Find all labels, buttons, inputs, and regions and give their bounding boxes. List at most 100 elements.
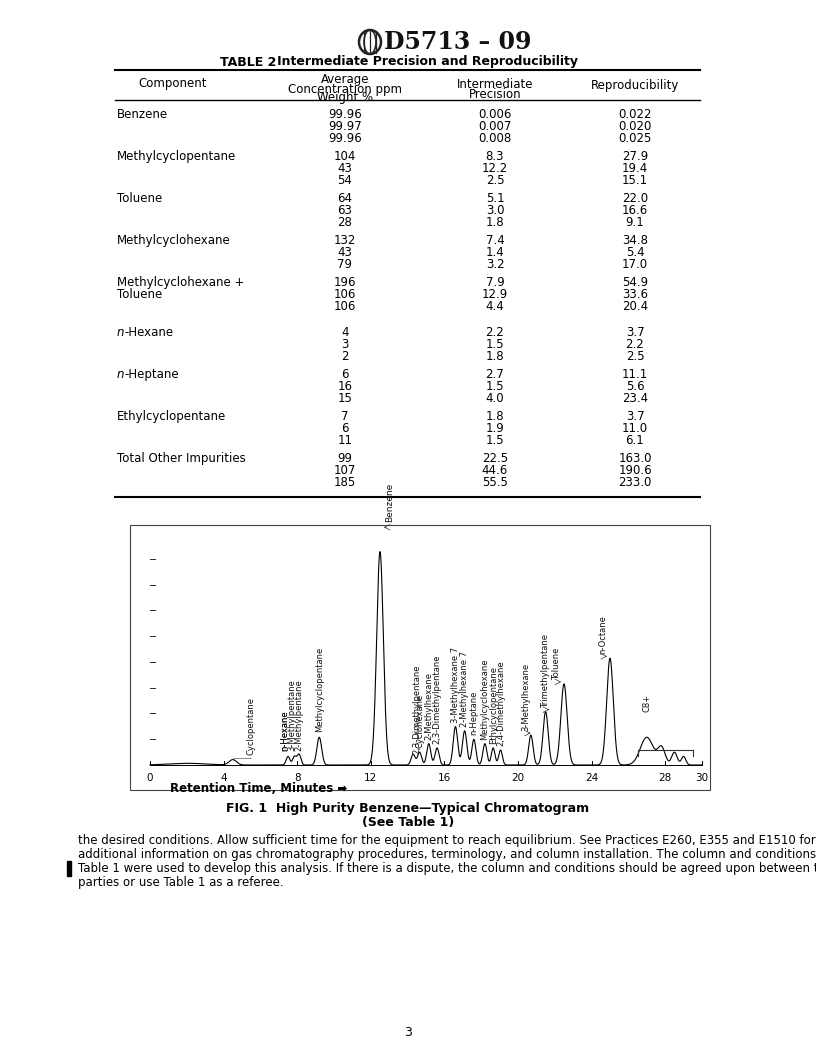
- Text: 0.008: 0.008: [478, 132, 512, 145]
- Text: 16.6: 16.6: [622, 204, 648, 216]
- Text: 54: 54: [338, 174, 353, 187]
- Text: 11: 11: [338, 434, 353, 447]
- Text: 16: 16: [437, 773, 451, 782]
- Text: 7: 7: [341, 410, 348, 423]
- Text: Cyclohexane: Cyclohexane: [415, 694, 424, 748]
- Text: 43: 43: [338, 162, 353, 175]
- Text: 2-Methylhexane: 2-Methylhexane: [424, 672, 433, 739]
- Text: n-Hexane: n-Hexane: [281, 711, 290, 752]
- Text: 5.1: 5.1: [486, 192, 504, 205]
- Text: 22.5: 22.5: [482, 452, 508, 465]
- Text: (See Table 1): (See Table 1): [361, 816, 455, 829]
- Text: 19.4: 19.4: [622, 162, 648, 175]
- Text: 2.5: 2.5: [626, 350, 645, 363]
- Text: 3-Methylhexane 7: 3-Methylhexane 7: [451, 646, 460, 722]
- Text: Average: Average: [321, 74, 370, 87]
- Text: 4.0: 4.0: [486, 392, 504, 406]
- Text: 107: 107: [334, 464, 357, 477]
- Text: 2-Methylpentane: 2-Methylpentane: [295, 680, 304, 752]
- Text: 8: 8: [294, 773, 300, 782]
- Text: 196: 196: [334, 276, 357, 289]
- Text: 28: 28: [338, 216, 353, 229]
- Text: Table 1 were used to develop this analysis. If there is a dispute, the column an: Table 1 were used to develop this analys…: [78, 862, 816, 875]
- Text: 185: 185: [334, 476, 356, 489]
- Text: 0: 0: [147, 773, 153, 782]
- Text: 23.4: 23.4: [622, 392, 648, 406]
- Text: Benzene: Benzene: [384, 483, 393, 523]
- Text: 54.9: 54.9: [622, 276, 648, 289]
- Text: Methylcyclopentane: Methylcyclopentane: [315, 647, 324, 732]
- Text: 3.2: 3.2: [486, 258, 504, 271]
- Text: Intermediate Precision and Reproducibility: Intermediate Precision and Reproducibili…: [264, 56, 578, 69]
- Text: 4: 4: [220, 773, 227, 782]
- Bar: [67, 861, 71, 876]
- Text: 15: 15: [338, 392, 353, 406]
- Text: 11.0: 11.0: [622, 422, 648, 435]
- Text: 233.0: 233.0: [619, 476, 652, 489]
- Text: 1.5: 1.5: [486, 380, 504, 393]
- Text: Trimethylpentane: Trimethylpentane: [541, 634, 550, 708]
- Text: n: n: [117, 367, 125, 381]
- Text: 163.0: 163.0: [619, 452, 652, 465]
- Text: 5.4: 5.4: [626, 246, 645, 259]
- Text: 20: 20: [512, 773, 525, 782]
- Text: 99: 99: [338, 452, 353, 465]
- Text: 12: 12: [364, 773, 378, 782]
- Text: TABLE 2: TABLE 2: [220, 56, 277, 69]
- Text: 15.1: 15.1: [622, 174, 648, 187]
- Text: 1.4: 1.4: [486, 246, 504, 259]
- Text: D5713 – 09: D5713 – 09: [384, 30, 531, 54]
- Text: Concentration ppm: Concentration ppm: [288, 82, 402, 95]
- Text: 3: 3: [404, 1025, 412, 1038]
- Text: Methylcyclohexane +: Methylcyclohexane +: [117, 276, 244, 289]
- Text: 6.1: 6.1: [626, 434, 645, 447]
- Text: n-Octane: n-Octane: [598, 616, 607, 655]
- Text: Benzene: Benzene: [117, 108, 168, 121]
- Text: the desired conditions. Allow sufficient time for the equipment to reach equilib: the desired conditions. Allow sufficient…: [78, 834, 816, 847]
- Text: Methylcyclohexane: Methylcyclohexane: [481, 658, 490, 739]
- Text: Total Other Impurities: Total Other Impurities: [117, 452, 246, 465]
- Text: -Heptane: -Heptane: [124, 367, 179, 381]
- Text: 2.5: 2.5: [486, 174, 504, 187]
- Text: 2-Methylhexane 7: 2-Methylhexane 7: [460, 650, 469, 727]
- Text: 4: 4: [341, 326, 348, 339]
- Text: 1.8: 1.8: [486, 410, 504, 423]
- Text: Ethylcyclopentane: Ethylcyclopentane: [117, 410, 226, 423]
- Text: 16: 16: [338, 380, 353, 393]
- Text: 2,3-Dimethylpentane: 2,3-Dimethylpentane: [412, 665, 421, 754]
- Text: -Hexane: -Hexane: [124, 326, 173, 339]
- Text: 190.6: 190.6: [619, 464, 652, 477]
- Text: 20.4: 20.4: [622, 300, 648, 313]
- Text: 0.022: 0.022: [619, 108, 652, 121]
- Text: 2: 2: [341, 350, 348, 363]
- Text: 3: 3: [341, 338, 348, 351]
- Text: 2,3-Dimethylpentane: 2,3-Dimethylpentane: [432, 655, 441, 743]
- Text: 3-Methylpentane: 3-Methylpentane: [287, 680, 296, 752]
- Text: 6: 6: [341, 422, 348, 435]
- Text: 2,4-Dimethylhexane: 2,4-Dimethylhexane: [496, 660, 505, 746]
- Text: 6: 6: [341, 367, 348, 381]
- Text: 5.6: 5.6: [626, 380, 645, 393]
- Text: Methylcyclopentane: Methylcyclopentane: [117, 150, 237, 163]
- Text: 0.020: 0.020: [619, 120, 652, 133]
- Text: 27.9: 27.9: [622, 150, 648, 163]
- Text: additional information on gas chromatography procedures, terminology, and column: additional information on gas chromatogr…: [78, 848, 816, 861]
- Text: Ethylcyclopentane: Ethylcyclopentane: [489, 666, 498, 743]
- Text: 104: 104: [334, 150, 357, 163]
- Text: 34.8: 34.8: [622, 234, 648, 247]
- Text: 43: 43: [338, 246, 353, 259]
- Text: 11.1: 11.1: [622, 367, 648, 381]
- Text: Toluene: Toluene: [117, 288, 162, 301]
- Text: C8+: C8+: [642, 694, 651, 712]
- Text: 24: 24: [585, 773, 598, 782]
- Text: 3.0: 3.0: [486, 204, 504, 216]
- Bar: [130, 525, 710, 790]
- Text: 44.6: 44.6: [482, 464, 508, 477]
- Text: n-Heptane: n-Heptane: [469, 691, 478, 735]
- Text: 12.9: 12.9: [482, 288, 508, 301]
- Text: Intermediate: Intermediate: [457, 78, 533, 92]
- Text: 8.3: 8.3: [486, 150, 504, 163]
- Text: 1.5: 1.5: [486, 338, 504, 351]
- Text: parties or use Table 1 as a referee.: parties or use Table 1 as a referee.: [78, 876, 284, 889]
- Text: 22.0: 22.0: [622, 192, 648, 205]
